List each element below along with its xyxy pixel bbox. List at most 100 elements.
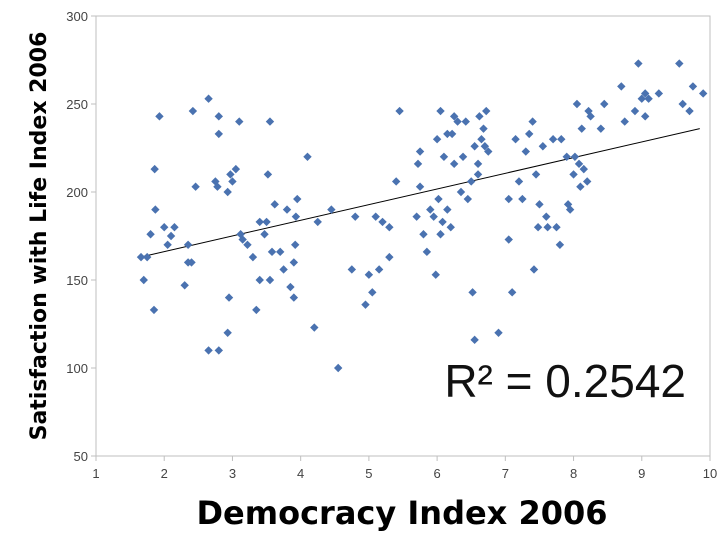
data-point — [415, 182, 425, 191]
y-axis-label: Satisfaction with Life Index 2006 — [27, 32, 52, 441]
data-point — [303, 152, 312, 161]
data-point — [449, 159, 459, 169]
data-point — [438, 217, 447, 227]
data-point — [436, 230, 445, 239]
data-point — [557, 135, 566, 144]
data-point — [291, 212, 301, 221]
data-point — [473, 159, 483, 169]
data-point — [432, 135, 442, 144]
data-point — [586, 112, 595, 121]
data-point — [187, 258, 196, 267]
data-point — [477, 135, 486, 144]
data-point — [475, 112, 484, 121]
data-point — [385, 252, 394, 262]
data-point — [479, 124, 488, 133]
data-point — [507, 288, 517, 297]
x-tick-label: 10 — [703, 466, 717, 481]
x-tick-label: 7 — [502, 466, 509, 481]
data-point — [255, 217, 264, 227]
data-point — [637, 94, 646, 103]
data-point — [228, 177, 237, 186]
data-point — [467, 177, 476, 186]
data-point — [535, 200, 544, 209]
data-point — [531, 170, 541, 179]
data-point — [136, 252, 146, 262]
y-tick-label: 200 — [66, 185, 88, 200]
data-point — [204, 346, 213, 355]
data-point — [248, 252, 258, 262]
data-point — [166, 231, 176, 241]
data-point — [276, 247, 285, 257]
data-point — [640, 112, 650, 121]
x-tick-label: 8 — [570, 466, 577, 481]
data-point — [142, 252, 152, 262]
data-point — [170, 223, 179, 232]
data-point — [458, 152, 468, 161]
data-point — [630, 106, 640, 116]
data-point — [243, 240, 252, 249]
data-point — [504, 194, 513, 204]
data-point — [270, 200, 279, 209]
data-point — [552, 223, 561, 232]
data-point — [685, 106, 694, 116]
x-axis-label: Democracy Index 2006 — [196, 494, 607, 532]
data-point — [617, 82, 626, 91]
data-point — [468, 288, 477, 297]
data-point — [620, 117, 629, 126]
data-point — [538, 142, 548, 151]
data-point — [634, 59, 643, 68]
x-tick-label: 6 — [433, 466, 440, 481]
data-point — [494, 328, 503, 337]
data-point — [654, 89, 664, 98]
data-point — [180, 281, 189, 290]
data-point — [456, 187, 466, 197]
data-point — [289, 258, 299, 267]
data-point — [262, 217, 271, 227]
data-point — [291, 240, 300, 249]
data-point — [155, 112, 164, 121]
data-point — [378, 217, 387, 227]
data-point — [600, 99, 609, 109]
data-point — [224, 293, 234, 302]
data-point — [415, 147, 425, 156]
data-point — [439, 152, 449, 161]
data-point — [447, 129, 457, 139]
data-point — [429, 212, 438, 221]
data-point — [543, 223, 552, 232]
plot-area — [95, 15, 711, 457]
data-point — [204, 94, 213, 103]
data-point — [525, 129, 534, 139]
data-point — [698, 89, 708, 98]
data-point — [385, 223, 394, 232]
data-point — [371, 212, 380, 221]
data-point — [548, 135, 558, 144]
y-tick-label: 100 — [66, 361, 88, 376]
data-point — [223, 328, 232, 337]
data-point — [443, 205, 452, 214]
data-point — [213, 182, 222, 191]
data-point — [333, 363, 343, 373]
r-squared-annotation: R² = 0.2542 — [444, 355, 686, 407]
data-point — [413, 159, 423, 169]
data-point — [572, 99, 582, 109]
data-point — [504, 235, 513, 244]
data-point — [160, 223, 169, 232]
data-point — [688, 82, 698, 91]
data-point — [518, 194, 527, 204]
data-point — [361, 300, 370, 309]
data-point — [391, 177, 401, 186]
trendline — [140, 128, 700, 258]
data-point — [461, 117, 470, 126]
data-point — [183, 240, 193, 249]
data-point — [364, 270, 374, 279]
data-point — [473, 170, 483, 179]
data-point — [528, 117, 537, 126]
data-point — [211, 177, 220, 186]
data-point — [282, 205, 292, 214]
data-point — [163, 240, 172, 249]
data-point — [579, 164, 588, 174]
data-point — [434, 194, 443, 204]
data-point — [484, 147, 493, 156]
data-point — [146, 230, 155, 239]
